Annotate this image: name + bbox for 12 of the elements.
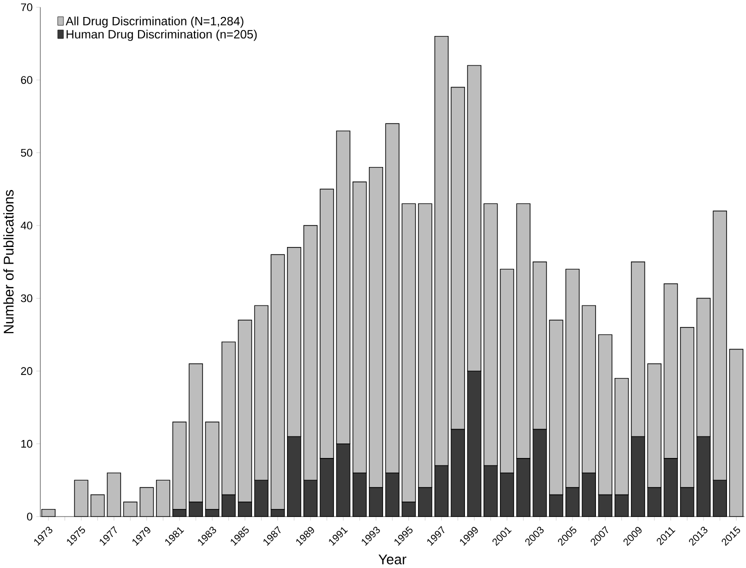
y-tick-label: 0 [27, 512, 32, 521]
y-tick-label: 40 [20, 222, 32, 230]
y-tick-label: 30 [20, 294, 32, 302]
y-tick-label: 50 [20, 149, 32, 157]
legend-label: All Drug Discrimination (N=1,284) [66, 16, 244, 28]
y-tick-label: 60 [21, 76, 32, 84]
y-tick-label: 20 [21, 367, 32, 376]
y-axis-title: Number of Publications [3, 190, 14, 334]
legend-label: Human Drug Discrimination (n=205) [66, 30, 257, 42]
x-axis-title: Year [378, 554, 406, 565]
y-tick-label: 70 [21, 3, 32, 12]
y-tick-label: 10 [21, 440, 32, 448]
